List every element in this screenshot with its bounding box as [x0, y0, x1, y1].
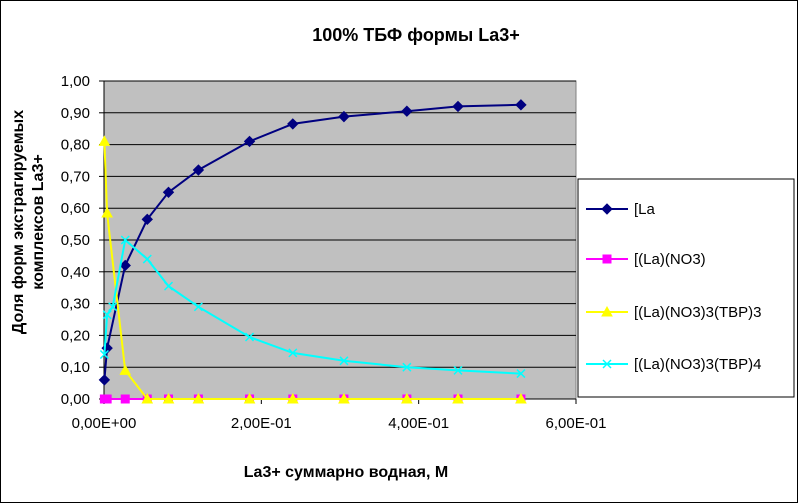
series-4-point: [193, 302, 203, 312]
series-1-point: [192, 164, 205, 176]
series-4-point: [142, 254, 152, 264]
x-marker-stroke: [102, 310, 112, 320]
series-1-point: [98, 374, 111, 386]
series-3-point: [141, 392, 154, 404]
series-4-point: [102, 310, 112, 320]
series-2-point: [102, 394, 112, 404]
x-marker-stroke: [245, 332, 255, 342]
y-tick-label: 0,00: [61, 391, 90, 408]
legend-entry-1: [La: [634, 201, 656, 218]
series-3-line: [103, 141, 521, 400]
series-1-point: [287, 118, 299, 130]
y-tick-label: 0,20: [61, 327, 90, 344]
series-1: [98, 99, 527, 386]
legend-entry-3: [(La)(NO3)3(TBP)3: [634, 304, 762, 321]
y-axis-label-line-1: Доля форм экстрагируемых: [10, 110, 27, 334]
series-1-point: [243, 135, 256, 148]
x-marker-stroke: [339, 356, 349, 366]
series-1-point: [401, 105, 413, 117]
x-marker-stroke: [120, 235, 130, 245]
series-3-point: [515, 392, 527, 404]
legend-entry-4: [(La)(NO3)3(TBP)4: [634, 356, 762, 373]
series-3-point: [192, 392, 205, 404]
y-tick-label: 0,70: [61, 168, 90, 185]
x-tick-label: 0,00E+00: [72, 415, 137, 432]
series-3-point: [98, 135, 111, 146]
x-marker-stroke: [516, 369, 526, 379]
x-marker-stroke: [402, 362, 412, 372]
series-1-point: [162, 186, 175, 199]
legend-swatch-marker: [602, 359, 612, 369]
series-4-point: [402, 362, 412, 372]
series-4-point: [163, 281, 174, 291]
series-3: [98, 135, 527, 404]
series-1-point: [119, 259, 131, 272]
series-3-point: [452, 392, 464, 404]
legend-entry-2: [(La)(NO3): [634, 251, 706, 268]
y-tick-label: 0,40: [61, 264, 90, 281]
y-tick-label: 1,00: [61, 73, 90, 90]
series-3-point: [101, 206, 113, 218]
series-3-point: [286, 392, 299, 404]
x-tick-label: 4,00E-01: [388, 415, 449, 432]
x-marker-stroke: [288, 348, 298, 358]
series-3-point: [243, 392, 256, 404]
y-tick-label: 0,50: [61, 232, 90, 249]
series-4-point: [453, 365, 463, 375]
series-4: [99, 235, 526, 379]
series-2-point: [120, 394, 130, 404]
series-4-point: [245, 332, 255, 342]
legend-swatch-marker: [601, 203, 613, 215]
x-marker-stroke: [602, 359, 612, 369]
series-1-line: [103, 103, 521, 380]
series-4-point: [99, 349, 109, 360]
x-marker-stroke: [193, 302, 203, 312]
series-4-point: [288, 348, 298, 358]
x-marker-stroke: [453, 365, 463, 375]
x-marker-stroke: [163, 281, 174, 291]
series-3-point: [338, 392, 350, 404]
legend-box: [577, 178, 795, 398]
chart-title: 100% ТБФ формы La3+: [312, 25, 520, 45]
x-marker-stroke: [142, 254, 152, 264]
y-tick-label: 0,90: [61, 105, 90, 122]
x-marker-stroke: [99, 349, 109, 360]
legend-swatch-marker: [601, 305, 613, 317]
y-axis-label: Доля форм экстрагируемых комплексов La3+: [10, 110, 47, 334]
y-axis-label-line-2: комплексов La3+: [30, 154, 47, 289]
x-tick-label: 6,00E-01: [546, 415, 607, 432]
series-3-point: [119, 364, 132, 375]
series-3-point: [401, 392, 413, 404]
series-1-point: [141, 213, 153, 226]
x-axis-label: La3+ суммарно водная, М: [244, 464, 448, 481]
series-1-point: [452, 100, 464, 113]
x-tick-label: 2,00E-01: [231, 415, 292, 432]
y-tick-label: 0,80: [61, 137, 90, 154]
series-4-point: [516, 369, 526, 379]
series-4-point: [339, 356, 349, 366]
series-4-point: [120, 235, 130, 245]
series-1-point: [338, 110, 350, 123]
y-tick-label: 0,10: [61, 359, 90, 376]
y-tick-label: 0,60: [61, 200, 90, 217]
y-tick-label: 0,30: [61, 296, 90, 313]
series-3-point: [162, 392, 175, 404]
series-4-point: [108, 302, 118, 312]
legend-swatch-marker: [602, 254, 612, 264]
series-1-point: [515, 99, 527, 111]
x-marker-stroke: [108, 302, 118, 312]
